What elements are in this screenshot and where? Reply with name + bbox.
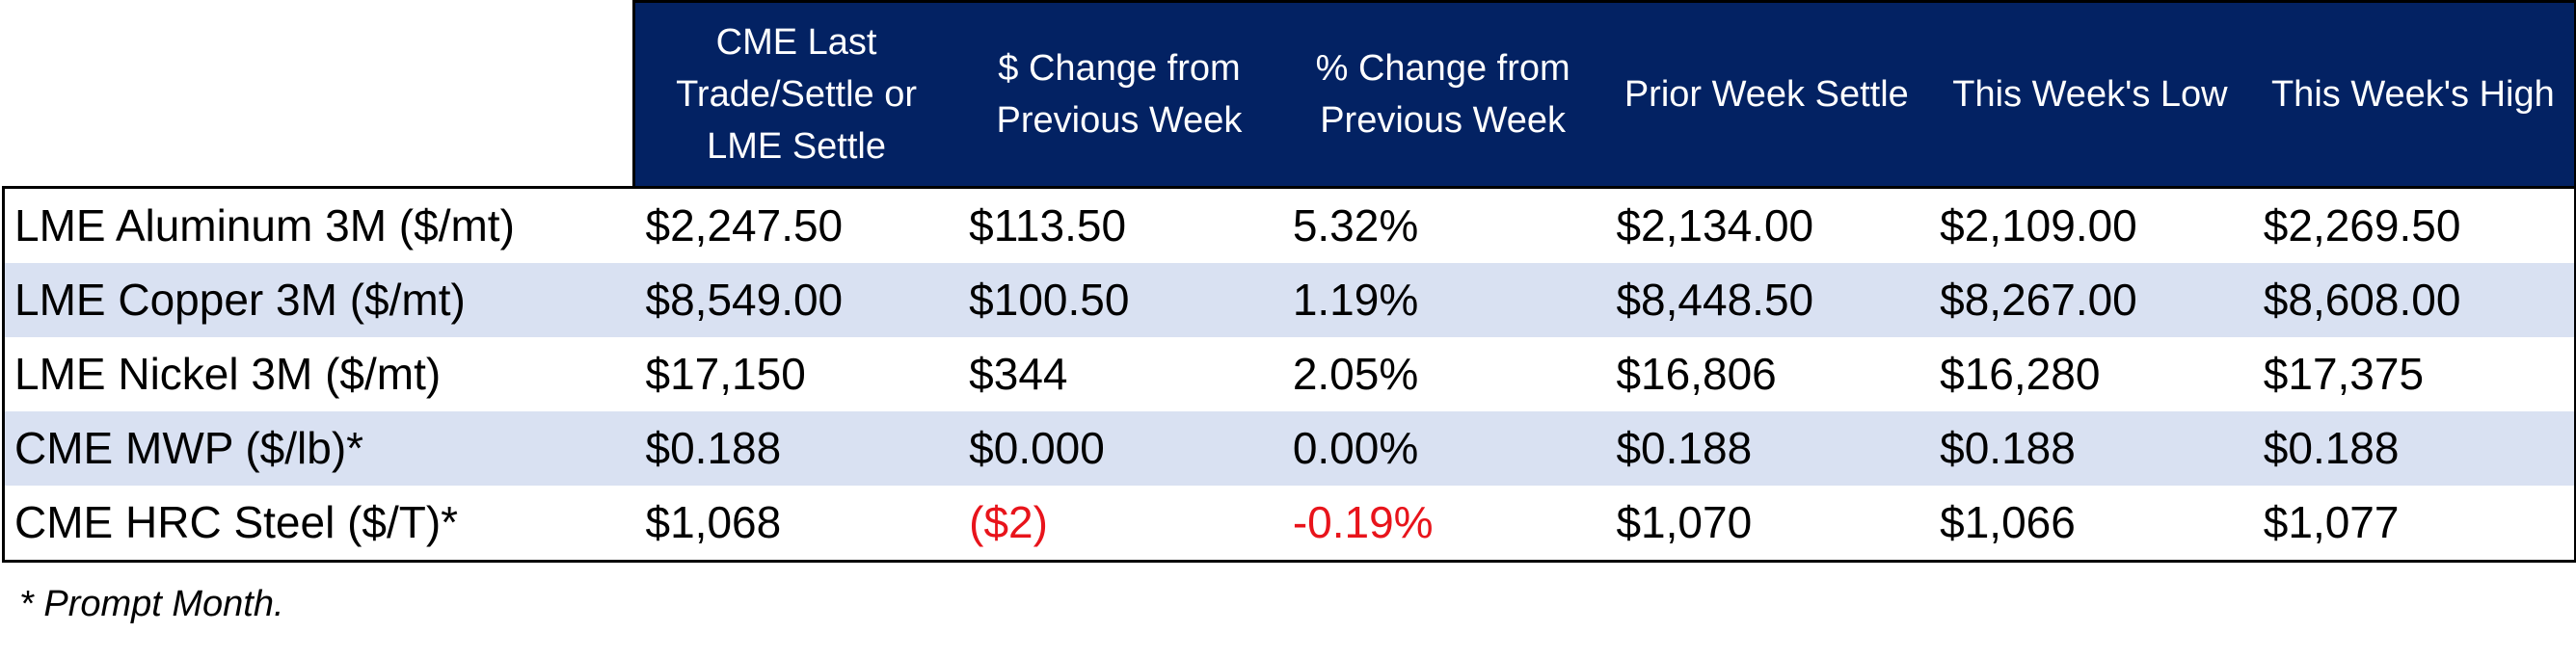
cell-last-settle: $2,247.50 — [633, 186, 958, 263]
row-label: LME Nickel 3M ($/mt) — [2, 337, 634, 411]
column-header-week-high: This Week's High — [2251, 0, 2576, 188]
cell-dollar-change: $0.000 — [957, 411, 1281, 486]
table-row-aluminum: LME Aluminum 3M ($/mt) $2,247.50 $113.50 5.… — [2, 186, 2576, 263]
table-row-hrc-steel: CME HRC Steel ($/T)* $1,068 ($2) -0.19% $1,0… — [2, 486, 2576, 563]
cell-percent-change: 0.00% — [1280, 411, 1605, 486]
cell-week-high: $17,375 — [2251, 337, 2576, 411]
cell-last-settle: $17,150 — [633, 337, 958, 411]
header-blank-cell — [3, 1, 634, 188]
cell-last-settle: $8,549.00 — [633, 263, 958, 337]
cell-percent-change: 5.32% — [1280, 186, 1605, 263]
metals-price-table: CME Last Trade/Settle or LME Settle $ Ch… — [2, 0, 2576, 563]
column-header-percent-change: % Change from Previous Week — [1280, 0, 1605, 188]
column-header-last-settle: CME Last Trade/Settle or LME Settle — [632, 0, 958, 188]
cell-week-high: $8,608.00 — [2251, 263, 2576, 337]
header-line: This Week's Low — [1952, 74, 2228, 115]
header-line: $ Change from — [998, 48, 1241, 89]
header-line: This Week's High — [2270, 74, 2555, 115]
cell-week-high: $0.188 — [2251, 411, 2576, 486]
header-row: CME Last Trade/Settle or LME Settle $ Ch… — [3, 0, 2576, 188]
table-row-copper: LME Copper 3M ($/mt) $8,549.00 $100.50 1.19… — [2, 263, 2576, 337]
cell-dollar-change: $344 — [957, 337, 1281, 411]
row-label: CME HRC Steel ($/T)* — [2, 486, 634, 563]
cell-prior-week-settle: $16,806 — [1604, 337, 1929, 411]
cell-prior-week-settle: $2,134.00 — [1604, 186, 1929, 263]
row-label: LME Copper 3M ($/mt) — [2, 263, 634, 337]
cell-week-low: $8,267.00 — [1928, 263, 2252, 337]
table-row-nickel: LME Nickel 3M ($/mt) $17,150 $344 2.05% $16,… — [2, 337, 2576, 411]
header-line: Previous Week — [996, 100, 1243, 141]
cell-week-high: $2,269.50 — [2251, 186, 2576, 263]
cell-week-low: $16,280 — [1928, 337, 2252, 411]
cell-prior-week-settle: $1,070 — [1604, 486, 1929, 563]
cell-week-low: $1,066 — [1928, 486, 2252, 563]
cell-last-settle: $0.188 — [633, 411, 958, 486]
column-header-week-low: This Week's Low — [1928, 0, 2252, 188]
header-line: Previous Week — [1320, 100, 1567, 141]
cell-percent-change: 2.05% — [1280, 337, 1605, 411]
table-body: LME Aluminum 3M ($/mt) $2,247.50 $113.50 5.… — [2, 186, 2576, 563]
header-line: Trade/Settle or — [676, 74, 918, 115]
header-line: % Change from — [1315, 48, 1570, 89]
cell-percent-change: 1.19% — [1280, 263, 1605, 337]
cell-prior-week-settle: $0.188 — [1604, 411, 1929, 486]
column-header-prior-week-settle: Prior Week Settle — [1604, 0, 1929, 188]
cell-percent-change: -0.19% — [1280, 486, 1605, 563]
cell-prior-week-settle: $8,448.50 — [1604, 263, 1929, 337]
table-row-mwp: CME MWP ($/lb)* $0.188 $0.000 0.00% $0.188 $0… — [2, 411, 2576, 486]
metals-price-table-container: CME Last Trade/Settle or LME Settle $ Ch… — [2, 0, 2576, 563]
footnote: * Prompt Month. — [19, 584, 284, 624]
row-label: LME Aluminum 3M ($/mt) — [2, 186, 634, 263]
header-line: LME Settle — [707, 126, 887, 167]
cell-dollar-change: ($2) — [957, 486, 1281, 563]
cell-week-low: $0.188 — [1928, 411, 2252, 486]
cell-week-high: $1,077 — [2251, 486, 2576, 563]
row-label: CME MWP ($/lb)* — [2, 411, 634, 486]
header-line: Prior Week Settle — [1623, 74, 1909, 115]
column-header-dollar-change: $ Change from Previous Week — [957, 0, 1281, 188]
cell-week-low: $2,109.00 — [1928, 186, 2252, 263]
cell-dollar-change: $113.50 — [957, 186, 1281, 263]
cell-dollar-change: $100.50 — [957, 263, 1281, 337]
cell-last-settle: $1,068 — [633, 486, 958, 563]
header-line: CME Last — [715, 22, 877, 63]
table-header: CME Last Trade/Settle or LME Settle $ Ch… — [3, 0, 2576, 188]
